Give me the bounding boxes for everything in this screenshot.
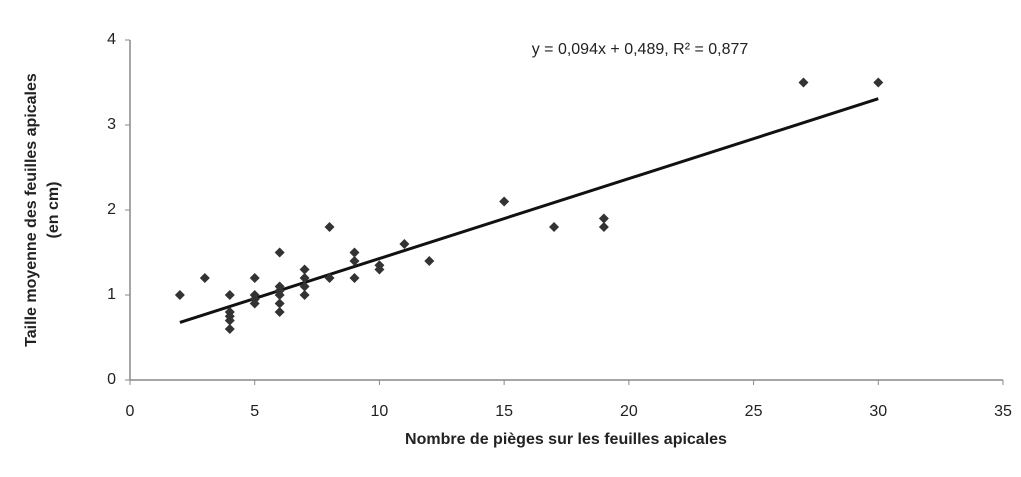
y-tick-label: 3 — [107, 116, 116, 133]
x-tick-label: 15 — [495, 403, 513, 420]
point — [873, 77, 884, 88]
point — [349, 247, 360, 258]
point — [299, 281, 310, 292]
x-tick-label: 10 — [371, 403, 389, 420]
point — [798, 77, 809, 88]
point — [274, 247, 285, 258]
point — [274, 298, 285, 309]
point — [324, 273, 335, 283]
equation: y = 0,094x + 0,489, R² = 0,877 — [532, 41, 749, 58]
point — [399, 239, 410, 249]
point — [349, 256, 360, 266]
point — [299, 290, 310, 300]
x-tick-label: 20 — [620, 403, 638, 420]
x-axis-label: Nombre de pièges sur les feuilles apical… — [405, 431, 727, 448]
y-axis-label-line: Taille moyenne des feuilles apicales — [23, 73, 40, 347]
x-tick-label: 0 — [126, 403, 135, 420]
point — [249, 273, 260, 283]
y-tick-label: 4 — [107, 31, 116, 48]
point — [199, 273, 210, 283]
point — [424, 256, 435, 266]
point — [224, 315, 235, 326]
point — [598, 213, 609, 224]
point — [549, 222, 560, 232]
x-tick-label: 5 — [250, 403, 259, 420]
point — [224, 324, 235, 334]
point — [274, 290, 285, 300]
point — [299, 273, 310, 283]
point — [598, 222, 609, 232]
y-tick-label: 0 — [107, 371, 116, 388]
y-axis-label: Taille moyenne des feuilles apicales (en… — [23, 73, 62, 347]
x-tick-label: 30 — [869, 403, 887, 420]
y-axis-label-line: (en cm) — [45, 182, 62, 239]
x-tick-label: 25 — [745, 403, 763, 420]
point — [499, 196, 510, 207]
point — [324, 222, 335, 232]
trendline — [179, 97, 879, 324]
point — [224, 290, 235, 300]
point — [299, 264, 310, 275]
x-tick-label: 35 — [994, 403, 1012, 420]
point — [374, 264, 385, 275]
point — [174, 290, 185, 300]
point — [249, 298, 260, 309]
point — [274, 307, 285, 317]
point — [349, 273, 360, 283]
y-tick-label: 1 — [107, 286, 116, 303]
y-tick-label: 2 — [107, 201, 116, 218]
